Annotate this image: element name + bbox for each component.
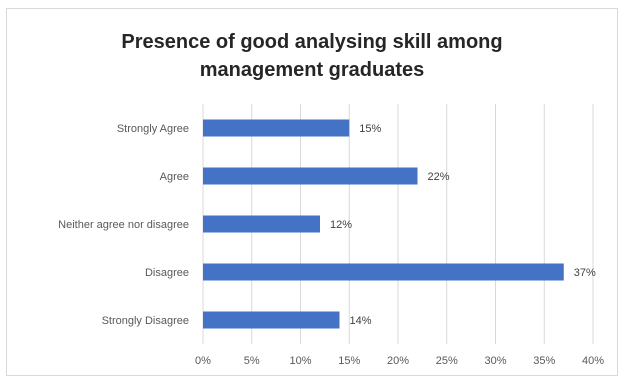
- chart-title-line-1: Presence of good analysing skill among: [121, 31, 503, 53]
- data-label: 15%: [359, 123, 381, 135]
- x-tick-label: 15%: [338, 355, 360, 367]
- category-label: Strongly Disagree: [102, 315, 189, 327]
- bar: [203, 119, 350, 137]
- category-label: Neither agree nor disagree: [58, 219, 189, 231]
- data-label: 12%: [330, 219, 352, 231]
- x-tick-label: 25%: [436, 355, 458, 367]
- bar: [203, 215, 320, 233]
- category-label: Disagree: [145, 267, 189, 279]
- x-tick-label: 40%: [582, 355, 604, 367]
- x-tick-label: 5%: [244, 355, 260, 367]
- x-tick-label: 30%: [484, 355, 506, 367]
- bar: [203, 311, 340, 329]
- chart-title: Presence of good analysing skill among m…: [6, 28, 618, 84]
- category-label: Agree: [160, 171, 189, 183]
- data-label: 22%: [428, 171, 450, 183]
- x-tick-label: 10%: [289, 355, 311, 367]
- x-tick-label: 20%: [387, 355, 409, 367]
- bar: [203, 167, 418, 185]
- x-tick-label: 0%: [195, 355, 211, 367]
- bar: [203, 263, 564, 281]
- data-label: 37%: [574, 267, 596, 279]
- data-label: 14%: [350, 315, 372, 327]
- x-tick-label: 35%: [533, 355, 555, 367]
- chart-title-line-2: management graduates: [199, 59, 425, 81]
- category-label: Strongly Agree: [117, 123, 189, 135]
